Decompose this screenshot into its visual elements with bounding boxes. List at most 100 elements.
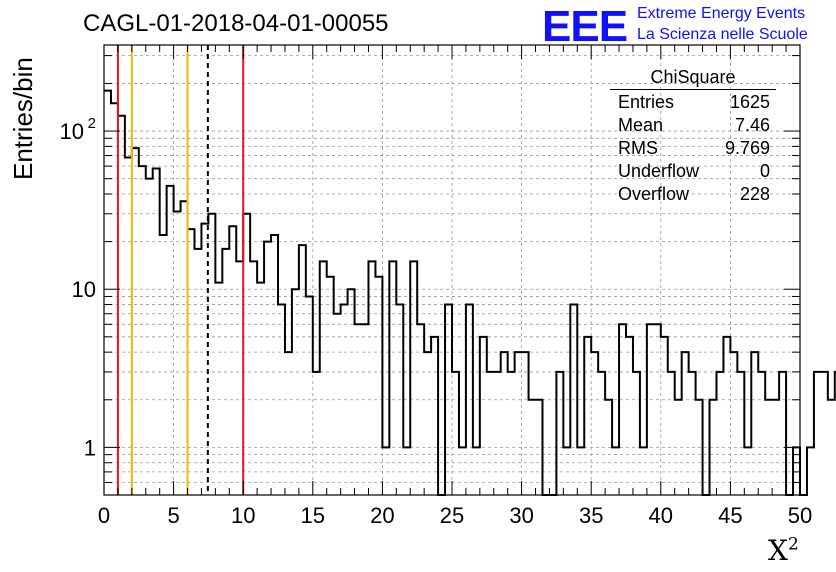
histogram-bin	[487, 372, 494, 495]
histogram-bin	[431, 337, 438, 495]
histogram-outline	[104, 89, 836, 496]
histogram-bin	[619, 324, 626, 495]
histogram-bin	[417, 324, 424, 495]
histogram-bin	[292, 289, 299, 495]
histogram-bin	[682, 352, 689, 495]
histogram-bin	[285, 352, 292, 495]
histogram-bin	[194, 249, 201, 495]
y-tick-label-exponent: 2	[88, 115, 96, 132]
histogram-bin	[605, 400, 612, 495]
histogram-bin	[271, 235, 278, 495]
histogram-bin	[626, 337, 633, 495]
histogram-bin	[737, 372, 744, 495]
histogram-bin	[522, 352, 529, 495]
histogram-bin	[765, 400, 772, 495]
histogram-bin	[556, 372, 563, 495]
histogram-bin	[689, 372, 696, 495]
histogram-bin	[389, 261, 396, 495]
histogram-bin	[459, 447, 466, 495]
x-tick-label: 5	[167, 503, 179, 528]
histogram-bin	[382, 447, 389, 495]
histogram-bin	[368, 261, 375, 495]
x-tick-label: 10	[231, 503, 255, 528]
stats-label: RMS	[618, 138, 658, 158]
y-tick-label: 1	[84, 435, 96, 460]
x-axis-label-superscript: 2	[787, 534, 799, 555]
logo-line-2: La Scienza nelle Scuole	[637, 26, 808, 43]
x-tick-label: 20	[370, 503, 394, 528]
histogram-bin	[452, 372, 459, 495]
stats-row: Overflow 228	[610, 183, 776, 206]
histogram-bin	[410, 261, 417, 495]
x-tick-label: 0	[98, 503, 110, 528]
stats-row: Entries 1625	[610, 91, 776, 114]
histogram-bin	[139, 166, 146, 495]
histogram-bin	[661, 337, 668, 495]
histogram-bin	[654, 324, 661, 495]
stats-row: RMS 9.769	[610, 137, 776, 160]
histogram-bin	[424, 352, 431, 495]
y-tick-label: 10	[60, 119, 84, 144]
x-tick-label: 40	[649, 503, 673, 528]
x-tick-label: 50	[788, 503, 812, 528]
histogram-bin	[591, 352, 598, 495]
stats-row: Mean 7.46	[610, 114, 776, 137]
x-tick-label: 15	[301, 503, 325, 528]
histogram-bin	[348, 289, 355, 495]
histogram-bin	[730, 352, 737, 495]
stats-value: 7.46	[734, 115, 770, 135]
histogram-bin	[515, 352, 522, 495]
histogram-bin	[181, 201, 188, 495]
histogram-bin	[647, 324, 654, 495]
histogram-bin	[633, 372, 640, 495]
stats-label: Underflow	[618, 161, 700, 181]
histogram-bin	[536, 400, 543, 495]
stats-title: ChiSquare	[610, 66, 776, 90]
histogram-bin	[278, 305, 285, 495]
histogram-bin	[772, 400, 779, 495]
histogram-bin	[153, 168, 160, 495]
logo-line-1: Extreme Energy Events	[637, 5, 806, 22]
histogram-bin	[668, 372, 675, 495]
histogram-bin	[215, 283, 222, 495]
logo-caption: Extreme Energy Events La Scienza nelle S…	[637, 3, 808, 45]
histogram-bin	[167, 186, 174, 495]
histogram-bin	[403, 447, 410, 495]
histogram-bin	[327, 277, 334, 495]
histogram-bin	[716, 372, 723, 495]
histogram-bin	[299, 245, 306, 495]
histogram-bin	[814, 372, 821, 495]
histogram-bin	[570, 305, 577, 495]
histogram-bin	[125, 158, 132, 495]
histogram-bin	[264, 242, 271, 495]
reference-lines	[116, 45, 245, 495]
histogram-bin	[104, 91, 111, 495]
histogram-bin	[675, 400, 682, 495]
histogram-bin	[362, 324, 369, 495]
histogram-bin	[111, 103, 118, 495]
x-axis-label-symbol: X	[768, 534, 788, 567]
stats-box: ChiSquare Entries 1625 Mean 7.46 RMS 9.769 …	[610, 66, 776, 206]
histogram-bin	[445, 305, 452, 495]
stats-row: Underflow 0	[610, 160, 776, 183]
eee-logo: EEE	[542, 2, 628, 51]
histogram-bin	[250, 261, 257, 495]
histogram-bin	[396, 305, 403, 495]
histogram-bin	[313, 372, 320, 495]
histogram-bin	[236, 261, 243, 495]
histogram-bin	[188, 229, 195, 495]
stats-value: 9.769	[724, 138, 770, 158]
plot-title: CAGL-01-2018-04-01-00055	[83, 10, 389, 37]
x-tick-label: 45	[718, 503, 742, 528]
stats-value: 0	[759, 161, 770, 181]
histogram-bin	[598, 372, 605, 495]
x-tick-label: 25	[440, 503, 464, 528]
histogram-bin	[229, 226, 236, 495]
histogram-bin	[710, 400, 717, 495]
histogram-bin	[577, 447, 584, 495]
histogram-bin	[174, 212, 181, 495]
histogram-bin	[828, 400, 835, 495]
stats-label: Overflow	[618, 184, 690, 204]
histogram-bin	[243, 214, 250, 495]
